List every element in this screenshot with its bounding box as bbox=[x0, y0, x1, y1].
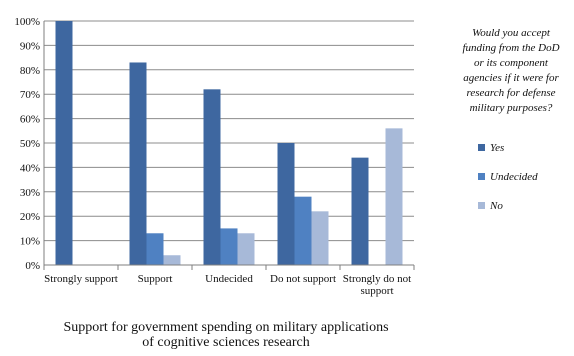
bar bbox=[277, 143, 295, 265]
y-tick-label: 100% bbox=[14, 16, 40, 28]
legend-swatch bbox=[478, 173, 485, 180]
bar bbox=[385, 128, 403, 265]
y-tick-label: 40% bbox=[20, 162, 40, 174]
y-tick-label: 10% bbox=[20, 236, 40, 248]
y-tick-label: 50% bbox=[20, 138, 40, 150]
chart-title: Support for government spending on milit… bbox=[63, 320, 388, 350]
bars bbox=[55, 21, 403, 266]
legend-swatch bbox=[478, 202, 485, 209]
category-label: Undecided bbox=[205, 273, 253, 285]
legend-title: funding from the DoD bbox=[462, 42, 559, 54]
bar bbox=[237, 233, 255, 265]
y-tick-label: 30% bbox=[20, 187, 40, 199]
y-tick-label: 0% bbox=[25, 260, 40, 272]
y-axis-tick-labels: 0% 10% 20% 30% 40% 50% 60% 70% 80% 90% 100% bbox=[14, 16, 40, 272]
bar bbox=[163, 255, 181, 265]
legend-title: or its component bbox=[474, 57, 549, 69]
chart-title-line: of cognitive sciences research bbox=[142, 335, 310, 350]
y-tick-label: 60% bbox=[20, 114, 40, 126]
bar bbox=[294, 196, 312, 265]
y-tick-label: 90% bbox=[20, 40, 40, 52]
legend-label: Undecided bbox=[490, 171, 538, 183]
category-label: Strongly support bbox=[44, 273, 118, 285]
gridlines bbox=[44, 20, 414, 242]
bar bbox=[146, 233, 164, 265]
legend: Would you accept funding from the DoD or i… bbox=[462, 27, 559, 212]
bar bbox=[129, 62, 147, 266]
legend-swatch bbox=[478, 144, 485, 151]
bar bbox=[220, 228, 238, 265]
legend-label: Yes bbox=[490, 142, 504, 154]
chart-title-line: Support for government spending on milit… bbox=[63, 320, 388, 335]
y-tick-label: 70% bbox=[20, 89, 40, 101]
legend-label: No bbox=[489, 200, 503, 212]
bar bbox=[203, 89, 221, 265]
category-label: Do not support bbox=[270, 273, 336, 285]
category-label: Strongly do not bbox=[343, 273, 411, 285]
bar bbox=[351, 157, 369, 265]
axes bbox=[43, 21, 415, 270]
legend-title: agencies if it were for bbox=[463, 72, 559, 84]
category-label: support bbox=[361, 285, 394, 297]
y-tick-label: 80% bbox=[20, 65, 40, 77]
legend-title: military purposes? bbox=[470, 102, 553, 114]
legend-title: Would you accept bbox=[472, 27, 551, 39]
category-label: Support bbox=[138, 273, 173, 285]
bar bbox=[55, 21, 73, 265]
legend-title: research for defense bbox=[467, 87, 556, 99]
bar bbox=[311, 211, 329, 265]
y-tick-label: 20% bbox=[20, 211, 40, 223]
x-axis-category-labels: Strongly support Support Undecided Do not s… bbox=[44, 273, 411, 297]
